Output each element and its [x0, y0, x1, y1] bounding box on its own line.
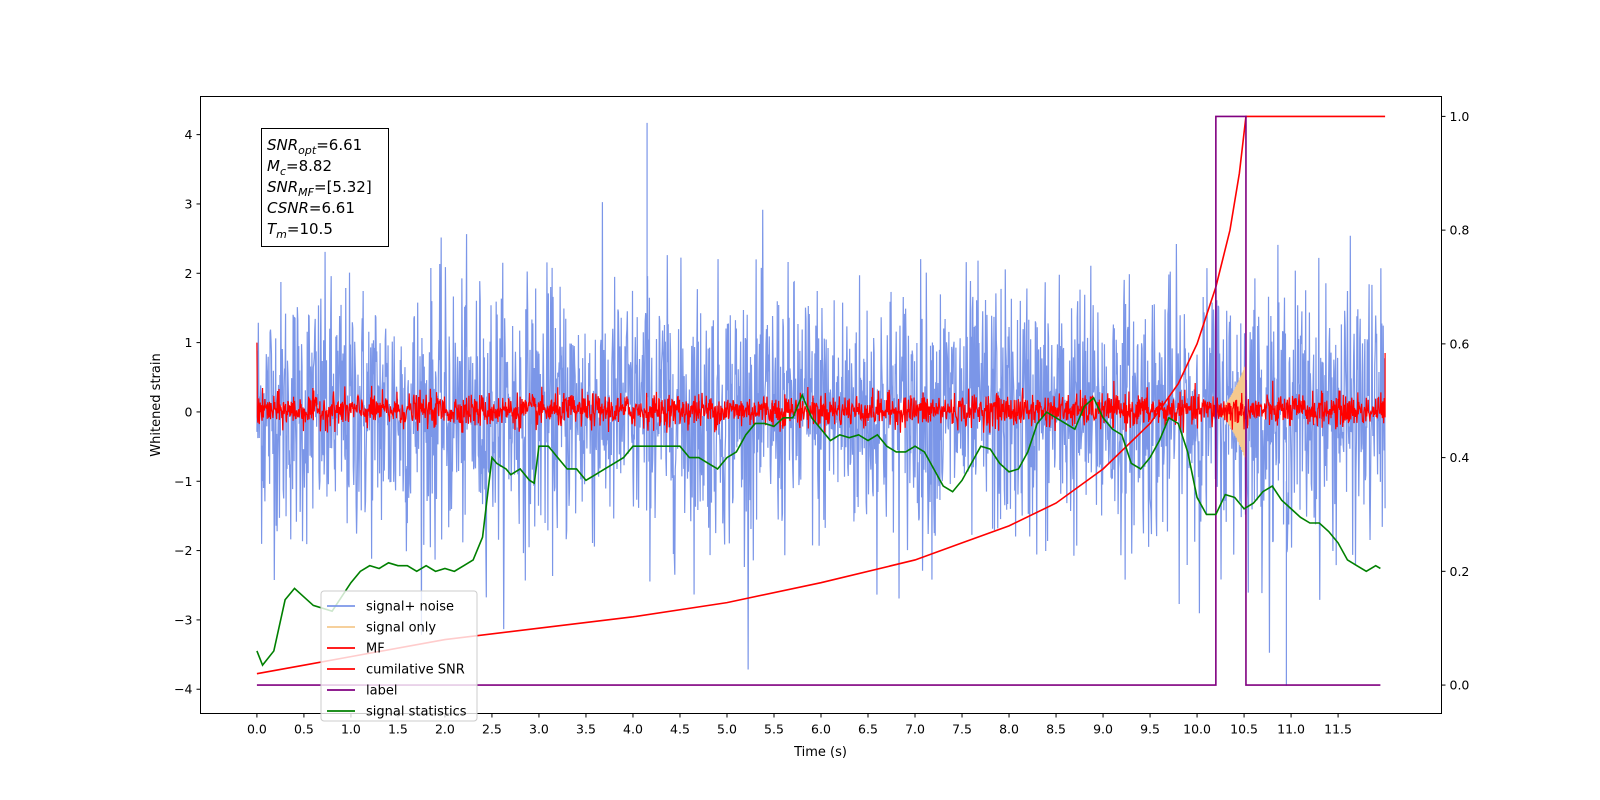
- y-tick-label: −1: [174, 474, 192, 489]
- info-line: SNRMF=[5.32]: [267, 178, 372, 199]
- info-value: =8.82: [286, 157, 332, 175]
- info-subscript: opt: [298, 144, 317, 157]
- y-axis-label: Whitened strain: [149, 353, 164, 456]
- info-symbol: CSNR: [267, 199, 309, 217]
- info-value: =6.61: [316, 136, 362, 154]
- plot-data-layer: [256, 115, 1386, 686]
- legend-label: signal statistics: [366, 705, 467, 720]
- info-line: SNRopt=6.61: [267, 136, 362, 157]
- y-tick-label: 2: [185, 266, 193, 281]
- y-tick-label: −2: [174, 543, 192, 558]
- y-tick-label: 4: [185, 127, 193, 142]
- x-tick-label: 9.0: [1093, 722, 1113, 737]
- x-tick-label: 7.0: [905, 722, 925, 737]
- info-line: Tm=10.5: [267, 220, 333, 241]
- legend-label: signal+ noise: [366, 600, 454, 615]
- series-signal-noise: [256, 122, 1386, 686]
- x-tick-label: 0.5: [294, 722, 314, 737]
- info-value: =6.61: [309, 199, 355, 217]
- legend-frame: [320, 590, 478, 722]
- legend: signal+ noise signal only MF cumilative SNR…: [320, 590, 478, 722]
- x-tick-label: 9.5: [1140, 722, 1160, 737]
- x-tick-label: 1.5: [388, 722, 408, 737]
- x-tick-label: 8.0: [999, 722, 1019, 737]
- x-tick-label: 11.0: [1277, 722, 1305, 737]
- x-tick-label: 1.0: [341, 722, 361, 737]
- x-tick-label: 2.5: [482, 722, 502, 737]
- x-tick-label: 4.5: [670, 722, 690, 737]
- info-symbol: M: [267, 157, 280, 175]
- series-signal-statistics: [256, 392, 1381, 667]
- y-tick-label: 1: [185, 335, 193, 350]
- y-tick-label: −4: [174, 682, 192, 697]
- x-tick-label: 5.5: [764, 722, 784, 737]
- info-line: Mc=8.82: [267, 157, 332, 178]
- x-tick-label: 2.0: [435, 722, 455, 737]
- x-tick-label: 5.0: [717, 722, 737, 737]
- y-tick-label: 0: [185, 404, 193, 419]
- y2-tick-label: 0.4: [1450, 450, 1470, 465]
- info-symbol: T: [267, 220, 278, 238]
- y2-tick-label: 1.0: [1450, 109, 1470, 124]
- x-tick-label: 0.0: [247, 722, 267, 737]
- x-tick-label: 4.0: [623, 722, 643, 737]
- info-value: =[5.32]: [314, 178, 372, 196]
- series-label: [256, 115, 1381, 686]
- y2-tick-label: 0.0: [1450, 678, 1470, 693]
- y-tick-label: 3: [185, 196, 193, 211]
- series-mf: [256, 342, 1386, 433]
- y2-tick-label: 0.6: [1450, 336, 1470, 351]
- info-symbol: SNR: [267, 178, 298, 196]
- y2-tick-label: 0.8: [1450, 223, 1470, 238]
- x-tick-label: 11.5: [1324, 722, 1352, 737]
- x-tick-label: 7.5: [952, 722, 972, 737]
- x-axis-label: Time (s): [793, 745, 847, 760]
- info-line: CSNR=6.61: [267, 199, 355, 217]
- info-box: SNRopt=6.61Mc=8.82SNRMF=[5.32]CSNR=6.61T…: [261, 128, 389, 247]
- info-symbol: SNR: [267, 136, 298, 154]
- axes-layer: 0.0 0.5 1.0 1.5 2.0 2.5 3.0 3.5 4.0 4.5 5.0 5.5 6.0 6…: [174, 96, 1470, 737]
- legend-label: MF: [366, 642, 385, 657]
- x-tick-label: 6.5: [858, 722, 878, 737]
- x-tick-label: 3.0: [529, 722, 549, 737]
- legend-label: cumilative SNR: [366, 663, 465, 678]
- y2-tick-label: 0.2: [1450, 564, 1470, 579]
- info-subscript: m: [276, 228, 287, 241]
- y-tick-label: −3: [174, 612, 192, 627]
- info-subscript: c: [280, 165, 286, 178]
- legend-label: signal only: [366, 621, 436, 636]
- x-tick-label: 6.0: [811, 722, 831, 737]
- info-subscript: MF: [298, 186, 314, 199]
- x-tick-label: 10.5: [1230, 722, 1258, 737]
- info-value: =10.5: [287, 220, 333, 238]
- legend-label: label: [366, 684, 397, 699]
- x-tick-label: 8.5: [1046, 722, 1066, 737]
- x-tick-label: 10.0: [1183, 722, 1211, 737]
- info-box-frame: [261, 128, 389, 247]
- x-tick-label: 3.5: [576, 722, 596, 737]
